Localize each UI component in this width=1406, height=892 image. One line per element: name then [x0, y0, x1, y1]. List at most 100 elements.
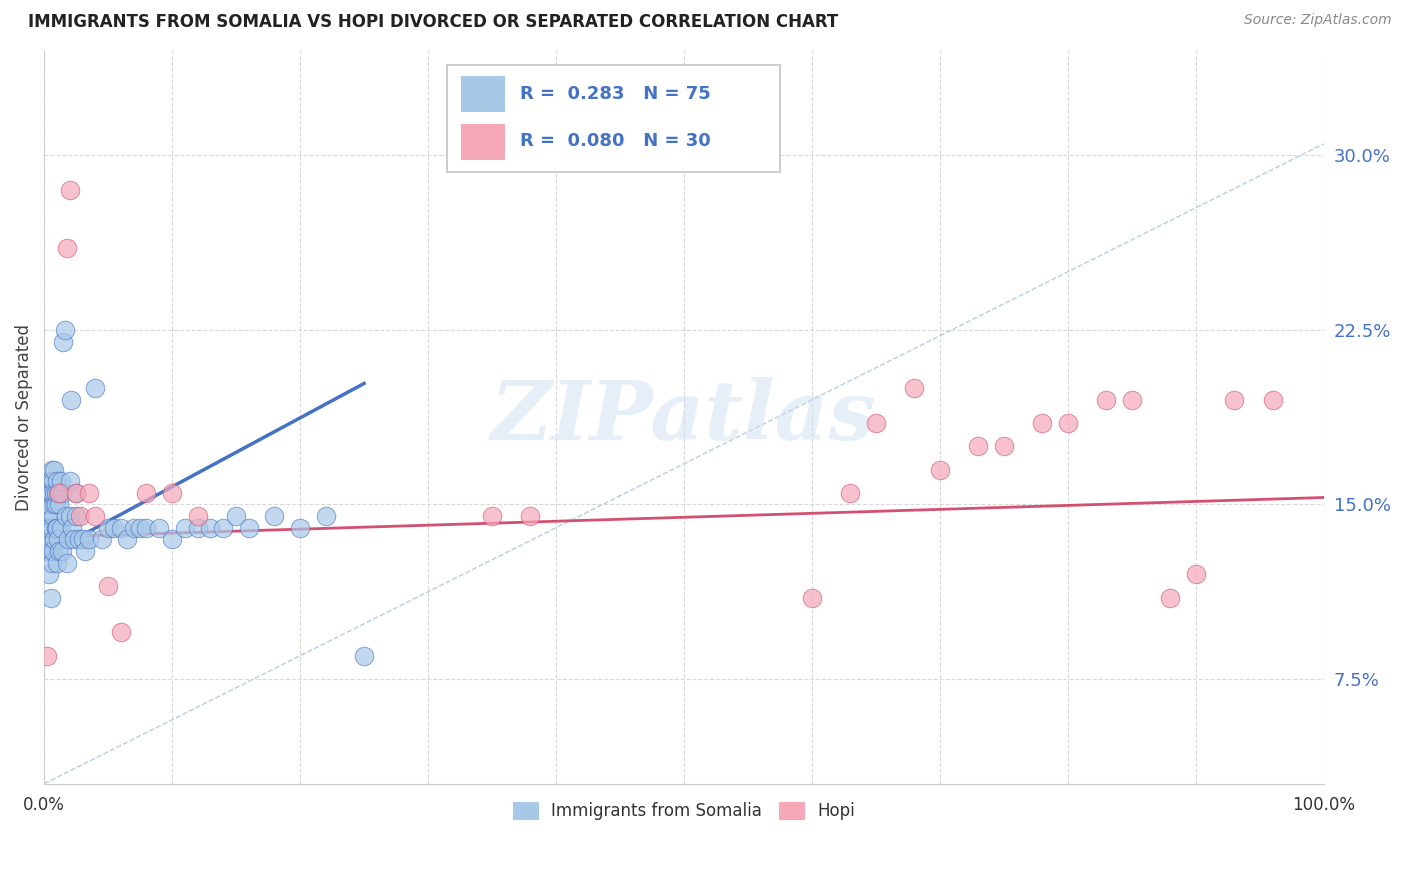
Point [77, 533, 100, 547]
Point [45, 521, 67, 535]
Point [481, 509, 503, 524]
Point [53, 323, 76, 337]
Point [1031, 416, 1053, 430]
Point [67, 533, 90, 547]
Point [59, 392, 82, 407]
Point [35, 544, 58, 558]
Point [38, 521, 60, 535]
Point [77, 486, 100, 500]
Point [59, 474, 82, 488]
Text: IMMIGRANTS FROM SOMALIA VS HOPI DIVORCED OR SEPARATED CORRELATION CHART: IMMIGRANTS FROM SOMALIA VS HOPI DIVORCED… [28, 13, 838, 31]
Point [84, 381, 107, 395]
Point [929, 462, 952, 476]
Point [993, 439, 1015, 453]
Point [35, 648, 58, 663]
Point [62, 533, 84, 547]
Point [38, 567, 60, 582]
Point [38, 486, 60, 500]
Point [44, 498, 66, 512]
Point [84, 509, 107, 524]
Point [44, 486, 66, 500]
Point [46, 486, 69, 500]
Point [353, 648, 375, 663]
Point [34, 486, 56, 500]
Point [41, 521, 63, 535]
Point [65, 509, 87, 524]
Text: Source: ZipAtlas.com: Source: ZipAtlas.com [1244, 13, 1392, 28]
Point [55, 509, 77, 524]
Point [903, 381, 925, 395]
Point [65, 486, 87, 500]
Point [35, 509, 58, 524]
Point [49, 474, 72, 488]
Point [56, 556, 79, 570]
Point [200, 521, 222, 535]
Point [1261, 392, 1284, 407]
Point [46, 533, 69, 547]
Point [39, 591, 62, 605]
Point [122, 521, 145, 535]
Point [135, 521, 157, 535]
Point [41, 556, 63, 570]
Point [65, 486, 87, 500]
Point [97, 579, 120, 593]
Point [187, 521, 209, 535]
Point [39, 544, 62, 558]
Point [315, 509, 337, 524]
Point [60, 521, 83, 535]
Point [967, 439, 990, 453]
Point [90, 533, 112, 547]
Point [45, 556, 67, 570]
Point [45, 498, 67, 512]
Point [45, 486, 67, 500]
Point [45, 474, 67, 488]
Point [49, 521, 72, 535]
Point [839, 486, 862, 500]
Point [1159, 591, 1181, 605]
Point [58, 533, 80, 547]
Point [56, 242, 79, 256]
Point [42, 509, 65, 524]
Point [39, 486, 62, 500]
Point [34, 521, 56, 535]
Point [48, 486, 70, 500]
Point [51, 486, 73, 500]
Point [42, 544, 65, 558]
Point [72, 533, 94, 547]
Legend: Immigrants from Somalia, Hopi: Immigrants from Somalia, Hopi [506, 795, 862, 827]
Point [187, 509, 209, 524]
Point [212, 521, 235, 535]
Point [263, 509, 285, 524]
Point [173, 521, 195, 535]
Point [52, 334, 75, 349]
Point [288, 521, 311, 535]
Point [37, 498, 59, 512]
Point [238, 521, 260, 535]
Point [75, 544, 97, 558]
Point [103, 521, 125, 535]
Point [519, 509, 541, 524]
Point [1121, 392, 1143, 407]
Point [1057, 416, 1080, 430]
Point [117, 533, 139, 547]
Point [135, 486, 157, 500]
Text: ZIPatlas: ZIPatlas [491, 377, 877, 458]
Point [1185, 567, 1208, 582]
Point [97, 521, 120, 535]
Point [59, 183, 82, 197]
Point [160, 486, 183, 500]
Point [41, 486, 63, 500]
Point [1223, 392, 1246, 407]
Point [801, 591, 824, 605]
Point [110, 625, 132, 640]
Point [59, 509, 82, 524]
Point [48, 544, 70, 558]
Point [44, 462, 66, 476]
Point [225, 509, 247, 524]
Y-axis label: Divorced or Separated: Divorced or Separated [15, 324, 32, 511]
Point [1095, 392, 1118, 407]
Point [865, 416, 887, 430]
Point [45, 521, 67, 535]
Point [110, 521, 132, 535]
Point [37, 474, 59, 488]
